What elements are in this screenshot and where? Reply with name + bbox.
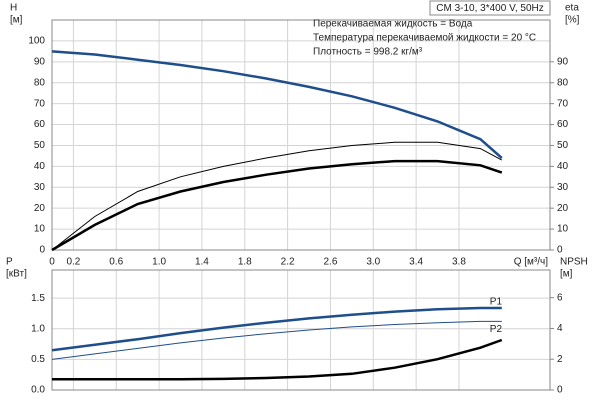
plot-area — [52, 270, 550, 390]
annotation: Плотность = 998.2 кг/м³ — [313, 47, 423, 58]
y-tick-label: 60 — [34, 119, 46, 130]
y2-tick-label: 70 — [557, 98, 569, 109]
y-axis-label: [кВт] — [6, 269, 27, 280]
y2-tick-label: 50 — [557, 140, 569, 151]
x-tick-label: 1.0 — [152, 257, 166, 268]
curve — [51, 141, 503, 251]
x-tick-label: 0 — [49, 257, 55, 268]
y-tick-label: 1.0 — [31, 323, 45, 334]
x-tick-label: 3.4 — [409, 257, 423, 268]
curve — [52, 338, 503, 381]
x-tick-label: 0.2 — [66, 257, 80, 268]
y-tick-label: 10 — [34, 224, 46, 235]
y-tick-label: 40 — [34, 161, 46, 172]
x-tick-label: 1.8 — [238, 257, 252, 268]
y2-axis-label: [м] — [560, 269, 573, 280]
y2-tick-label: 6 — [557, 292, 563, 303]
y2-tick-label: 20 — [557, 203, 569, 214]
x-tick-label: 3.8 — [452, 257, 466, 268]
y-axis-label: P — [6, 257, 13, 268]
y2-axis-label: eta — [565, 3, 579, 14]
curve-label: P2 — [490, 324, 503, 335]
y2-tick-label: 30 — [557, 182, 569, 193]
plot-frame — [51, 19, 551, 251]
y2-tick-label: 2 — [557, 354, 563, 365]
curve — [51, 159, 503, 252]
x-tick-label: 3.0 — [366, 257, 380, 268]
y-tick-label: 1.5 — [31, 293, 45, 304]
x-tick-label: 0.6 — [109, 257, 123, 268]
y-axis-label: [м] — [10, 15, 23, 26]
y-tick-label: 50 — [34, 140, 46, 151]
plot-frame — [51, 269, 551, 391]
y-tick-label: 0.0 — [31, 385, 45, 396]
curve — [51, 320, 502, 360]
y-tick-label: 0.5 — [31, 354, 45, 365]
x-tick-label: 1.4 — [195, 257, 209, 268]
y2-tick-label: 90 — [557, 56, 569, 67]
y2-tick-label: 40 — [557, 161, 569, 172]
x-axis-label: Q [м³/ч] — [514, 257, 549, 268]
y2-axis-label: [%] — [565, 15, 580, 26]
y2-tick-label: 80 — [557, 77, 569, 88]
y-tick-label: 80 — [34, 77, 46, 88]
y2-tick-label: 60 — [557, 119, 569, 130]
curve-label: P1 — [490, 297, 503, 308]
x-tick-label: 2.6 — [323, 257, 337, 268]
chart-title: CM 3-10, 3*400 V, 50Hz — [436, 3, 543, 14]
y-tick-label: 90 — [34, 56, 46, 67]
y-tick-label: 20 — [34, 203, 46, 214]
y2-tick-label: 0 — [557, 245, 563, 256]
annotation: Температура перекачиваемой жидкости = 20… — [313, 33, 536, 44]
annotation: Перекачиваемая жидкость = Вода — [313, 19, 473, 30]
plot-area — [52, 20, 550, 250]
y-axis-label: H — [10, 3, 17, 14]
y-tick-label: 30 — [34, 182, 46, 193]
title-box — [429, 0, 551, 16]
y-tick-label: 70 — [34, 98, 46, 109]
curve — [51, 306, 502, 352]
y2-axis-label: NPSH — [560, 257, 588, 268]
x-tick-label: 2.2 — [281, 257, 295, 268]
y-tick-label: 100 — [28, 36, 45, 47]
y2-tick-label: 4 — [557, 323, 563, 334]
y-tick-label: 0 — [39, 245, 45, 256]
curve — [51, 50, 503, 159]
y2-tick-label: 0 — [557, 385, 563, 396]
y2-tick-label: 10 — [557, 224, 569, 235]
